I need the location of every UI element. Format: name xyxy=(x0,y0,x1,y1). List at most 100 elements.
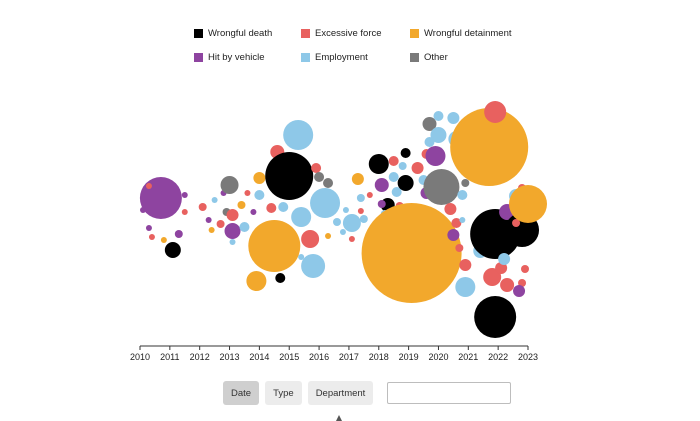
bubble-excessive-force[interactable] xyxy=(348,236,355,242)
bubble-hit-by-vehicle[interactable] xyxy=(139,177,182,219)
bubble-employment[interactable] xyxy=(359,215,368,223)
bubble-excessive-force[interactable] xyxy=(366,192,373,198)
bubble-wrongful-detainment[interactable] xyxy=(509,185,547,223)
bubble-excessive-force[interactable] xyxy=(500,278,515,292)
bubble-excessive-force[interactable] xyxy=(459,259,472,271)
x-tick-label: 2020 xyxy=(428,352,448,362)
bubble-employment[interactable] xyxy=(398,162,407,170)
bubble-employment[interactable] xyxy=(356,194,365,202)
sort-type-button[interactable]: Type xyxy=(265,381,302,405)
bubble-employment[interactable] xyxy=(278,202,289,212)
bubble-employment[interactable] xyxy=(459,217,466,223)
bubble-excessive-force[interactable] xyxy=(244,190,251,196)
bubble-wrongful-detainment[interactable] xyxy=(248,220,301,272)
bubble-employment[interactable] xyxy=(391,187,402,197)
bubble-wrongful-death[interactable] xyxy=(400,148,411,158)
bubble-excessive-force[interactable] xyxy=(226,209,239,221)
bubble-employment[interactable] xyxy=(498,253,511,265)
bubble-hit-by-vehicle[interactable] xyxy=(250,209,257,215)
bubble-wrongful-detainment[interactable] xyxy=(160,237,167,243)
bubble-wrongful-death[interactable] xyxy=(265,152,314,200)
bubble-hit-by-vehicle[interactable] xyxy=(139,207,146,213)
bubble-hit-by-vehicle[interactable] xyxy=(224,223,241,239)
bubble-wrongful-detainment[interactable] xyxy=(450,108,529,186)
bubble-employment[interactable] xyxy=(211,197,218,203)
bubble-employment[interactable] xyxy=(447,112,460,124)
bubble-employment[interactable] xyxy=(291,207,312,227)
bubble-excessive-force[interactable] xyxy=(411,162,424,174)
legend-item-excessive-force: Excessive force xyxy=(301,28,382,39)
bubble-excessive-force[interactable] xyxy=(388,156,399,166)
bubble-excessive-force[interactable] xyxy=(266,203,277,213)
bubble-employment[interactable] xyxy=(339,229,346,235)
bubble-hit-by-vehicle[interactable] xyxy=(425,146,446,166)
bubble-employment[interactable] xyxy=(298,254,305,260)
bubble-excessive-force[interactable] xyxy=(145,183,152,189)
bubble-other[interactable] xyxy=(314,172,325,182)
bubble-excessive-force[interactable] xyxy=(148,234,155,240)
bubble-hit-by-vehicle[interactable] xyxy=(205,217,212,223)
bubble-wrongful-detainment[interactable] xyxy=(208,227,215,233)
bubble-employment[interactable] xyxy=(229,239,236,245)
bubble-excessive-force[interactable] xyxy=(198,203,207,211)
bubble-other[interactable] xyxy=(323,178,334,188)
bubble-employment[interactable] xyxy=(310,188,341,218)
sort-date-button[interactable]: Date xyxy=(223,381,260,405)
bubble-employment[interactable] xyxy=(239,222,250,232)
bubble-excessive-force[interactable] xyxy=(455,244,464,252)
filter-input[interactable] xyxy=(387,382,512,404)
bubble-wrongful-death[interactable] xyxy=(275,273,286,283)
bubble-wrongful-death[interactable] xyxy=(397,175,414,191)
bubble-wrongful-death[interactable] xyxy=(368,154,389,174)
bubble-wrongful-death[interactable] xyxy=(474,296,517,338)
sort-department-button[interactable]: Department xyxy=(307,381,374,405)
bubble-wrongful-detainment[interactable] xyxy=(237,201,246,209)
bubble-employment[interactable] xyxy=(388,172,399,182)
bubble-employment[interactable] xyxy=(457,190,468,200)
bubble-excessive-force[interactable] xyxy=(483,268,502,286)
bubble-excessive-force[interactable] xyxy=(181,209,188,215)
bubble-wrongful-detainment[interactable] xyxy=(351,173,364,185)
bubble-employment[interactable] xyxy=(301,254,326,278)
bubble-hit-by-vehicle[interactable] xyxy=(447,229,460,241)
bubble-hit-by-vehicle[interactable] xyxy=(513,285,526,297)
bubble-excessive-force[interactable] xyxy=(216,220,225,228)
bubble-excessive-force[interactable] xyxy=(495,262,508,274)
bubble-employment[interactable] xyxy=(332,218,341,226)
bubble-other[interactable] xyxy=(422,117,437,131)
bubble-employment[interactable] xyxy=(254,190,265,200)
bubble-employment[interactable] xyxy=(455,277,476,297)
bubble-excessive-force[interactable] xyxy=(518,279,527,287)
bubble-other[interactable] xyxy=(220,176,239,194)
bubble-hit-by-vehicle[interactable] xyxy=(145,225,152,231)
bubble-excessive-force[interactable] xyxy=(451,218,462,228)
bubble-hit-by-vehicle[interactable] xyxy=(174,230,183,238)
bubble-wrongful-detainment[interactable] xyxy=(361,203,462,303)
bubble-hit-by-vehicle[interactable] xyxy=(181,192,188,198)
bubble-wrongful-detainment[interactable] xyxy=(253,172,266,184)
bubble-other[interactable] xyxy=(423,169,460,205)
bubble-hit-by-vehicle[interactable] xyxy=(377,200,386,208)
bubble-wrongful-detainment[interactable] xyxy=(325,233,332,239)
bubble-wrongful-detainment[interactable] xyxy=(246,271,267,291)
bubble-excessive-force[interactable] xyxy=(521,265,530,273)
bubble-employment[interactable] xyxy=(342,207,349,213)
bubble-employment[interactable] xyxy=(342,214,361,232)
bubble-excessive-force[interactable] xyxy=(301,230,320,248)
bubble-hit-by-vehicle[interactable] xyxy=(374,178,389,192)
bubble-employment[interactable] xyxy=(430,127,447,143)
bubble-employment[interactable] xyxy=(283,120,314,150)
bubble-employment[interactable] xyxy=(433,111,444,121)
bubble-excessive-force[interactable] xyxy=(444,203,457,215)
bubble-other[interactable] xyxy=(461,179,470,187)
bubble-excessive-force[interactable] xyxy=(311,163,322,173)
bubble-excessive-force[interactable] xyxy=(512,219,521,227)
bubble-excessive-force[interactable] xyxy=(357,208,364,214)
bubble-excessive-force[interactable] xyxy=(484,101,507,123)
legend-swatch xyxy=(301,53,310,62)
bubble-employment[interactable] xyxy=(424,137,435,147)
legend-swatch xyxy=(194,29,203,38)
sort-controls: Date Type Department xyxy=(223,380,512,406)
bubble-wrongful-death[interactable] xyxy=(164,242,181,258)
